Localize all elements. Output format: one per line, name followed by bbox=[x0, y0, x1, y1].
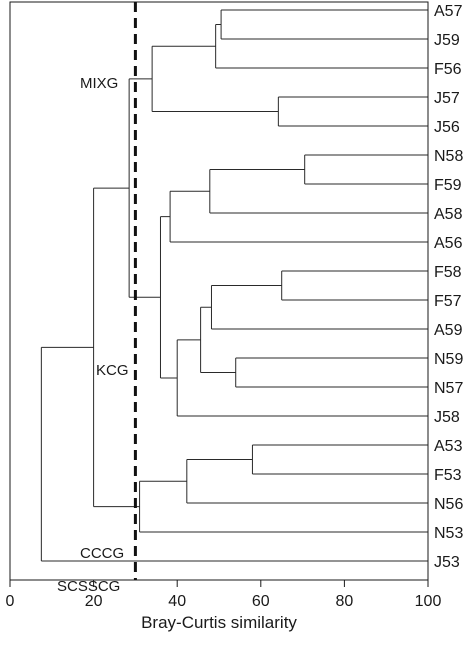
leaf-label: F56 bbox=[434, 61, 462, 78]
leaf-label: N56 bbox=[434, 496, 463, 513]
leaf-label: N59 bbox=[434, 351, 463, 368]
leaf-label: F58 bbox=[434, 264, 462, 281]
leaf-label: N58 bbox=[434, 148, 463, 165]
x-tick-label: 0 bbox=[6, 593, 15, 610]
leaf-label: A59 bbox=[434, 322, 463, 339]
group-label-cccg: CCCG bbox=[80, 545, 124, 562]
leaf-label: F57 bbox=[434, 293, 462, 310]
leaf-label: A53 bbox=[434, 438, 463, 455]
x-tick-label: 100 bbox=[415, 593, 442, 610]
x-axis-label: Bray-Curtis similarity bbox=[141, 613, 297, 632]
x-axis: 0 20 40 60 80 100 bbox=[6, 1, 442, 610]
x-tick-label: 40 bbox=[168, 593, 186, 610]
group-label-scsscg: SCSSCG bbox=[57, 578, 120, 595]
leaf-label: F59 bbox=[434, 177, 462, 194]
x-tick-label: 60 bbox=[252, 593, 270, 610]
leaf-label: J53 bbox=[434, 554, 460, 571]
leaf-label: J59 bbox=[434, 32, 460, 49]
leaf-label: J56 bbox=[434, 119, 460, 136]
leaf-label: J58 bbox=[434, 409, 460, 426]
leaf-label: F53 bbox=[434, 467, 462, 484]
leaf-label: A57 bbox=[434, 3, 463, 20]
x-tick-label: 80 bbox=[336, 593, 354, 610]
group-labels: MIXG KCG CCCG SCSSCG bbox=[57, 75, 129, 595]
group-label-kcg: KCG bbox=[96, 362, 129, 379]
leaf-label: N53 bbox=[434, 525, 463, 542]
leaf-label: J57 bbox=[434, 90, 460, 107]
dendrogram-tree bbox=[40, 9, 428, 562]
group-label-mixg: MIXG bbox=[80, 75, 118, 92]
leaf-label: A56 bbox=[434, 235, 463, 252]
plot-frame bbox=[9, 1, 429, 581]
x-tick-label: 20 bbox=[85, 593, 103, 610]
leaf-labels: A57 J59 F56 J57 J56 N58 F59 A58 A56 F58 F57 A59 N59 N… bbox=[434, 3, 463, 571]
leaf-label: A58 bbox=[434, 206, 463, 223]
leaf-label: N57 bbox=[434, 380, 463, 397]
